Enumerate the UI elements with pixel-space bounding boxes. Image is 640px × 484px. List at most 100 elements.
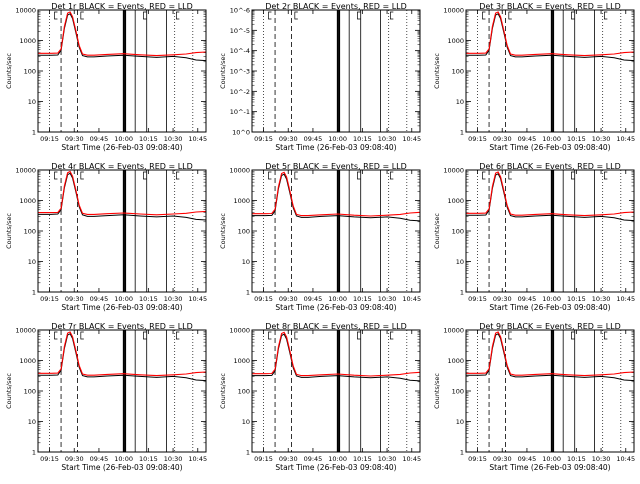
y-tick-label: 10^-2	[230, 88, 250, 96]
x-tick-label: 09:15	[40, 295, 59, 303]
x-tick-label: 10:00	[328, 455, 347, 463]
panel-det-7r: Det 7r BLACK = Events, RED = LLD Counts/s…	[5, 322, 207, 472]
y-tick-label: 1	[32, 289, 36, 297]
y-tick-label: 10	[28, 418, 36, 426]
marker-bracket	[176, 11, 180, 20]
y-tick-label: 1	[460, 129, 464, 137]
x-tick-label: 09:30	[279, 135, 298, 143]
x-tick-label: 10:00	[328, 295, 347, 303]
x-tick-label: 10:45	[616, 295, 635, 303]
marker-bracket	[294, 11, 298, 20]
x-tick-label: 10:30	[164, 295, 183, 303]
x-tick-label: 10:00	[114, 135, 133, 143]
x-tick-label: 09:45	[518, 135, 537, 143]
y-tick-label: 100	[452, 388, 464, 396]
x-axis-label: Start Time (26-Feb-03 09:08:40)	[61, 143, 182, 152]
y-tick-label: 100	[452, 228, 464, 236]
panel-title: Det 9r BLACK = Events, RED = LLD	[479, 322, 621, 331]
panel-title: Det 3r BLACK = Events, RED = LLD	[479, 2, 621, 11]
x-tick-label: 10:45	[188, 295, 207, 303]
x-tick-label: 09:45	[304, 295, 323, 303]
x-tick-label: 10:30	[164, 455, 183, 463]
marker-bracket	[390, 11, 394, 20]
y-tick-label: 10^-3	[230, 68, 250, 76]
marker-bracket	[54, 331, 58, 340]
x-tick-label: 10:45	[188, 135, 207, 143]
marker-bracket	[268, 11, 272, 20]
y-tick-label: 100	[24, 388, 36, 396]
y-tick-label: 10	[456, 258, 464, 266]
y-axis-label: Counts/sec	[219, 53, 227, 89]
plot-frame	[251, 329, 421, 453]
x-axis-label: Start Time (26-Feb-03 09:08:40)	[61, 303, 182, 312]
plot-frame	[465, 169, 635, 293]
x-tick-label: 10:45	[616, 455, 635, 463]
y-tick-label: 100	[452, 68, 464, 76]
panel-title: Det 6r BLACK = Events, RED = LLD	[479, 162, 621, 171]
y-tick-label: 10000	[229, 327, 250, 335]
y-tick-label: 1	[460, 289, 464, 297]
x-tick-label: 09:30	[493, 455, 512, 463]
marker-bracket	[80, 11, 84, 20]
x-axis-label: Start Time (26-Feb-03 09:08:40)	[489, 143, 610, 152]
x-tick-label: 10:45	[188, 455, 207, 463]
marker-bracket	[604, 11, 608, 20]
y-tick-label: 100	[24, 228, 36, 236]
marker-bracket	[508, 171, 512, 180]
y-tick-label: 10	[456, 418, 464, 426]
y-tick-label: 10000	[15, 7, 36, 15]
y-tick-label: 100	[238, 388, 250, 396]
marker-bracket	[390, 331, 394, 340]
y-tick-label: 10000	[443, 167, 464, 175]
y-tick-label: 10000	[15, 327, 36, 335]
y-tick-label: 1000	[19, 37, 36, 45]
x-tick-label: 10:30	[378, 135, 397, 143]
x-tick-label: 10:45	[616, 135, 635, 143]
y-tick-label: 1	[460, 449, 464, 457]
marker-bracket	[176, 331, 180, 340]
x-tick-label: 10:45	[402, 295, 421, 303]
marker-bracket	[571, 331, 575, 340]
marker-bracket	[357, 171, 361, 180]
marker-bracket	[357, 11, 361, 20]
marker-bracket	[54, 171, 58, 180]
x-tick-label: 09:30	[493, 295, 512, 303]
y-tick-label: 1	[246, 449, 250, 457]
x-tick-label: 09:30	[65, 135, 84, 143]
x-tick-label: 10:15	[567, 455, 586, 463]
panel-det-1r: Det 1r BLACK = Events, RED = LLD Counts/s…	[5, 2, 207, 152]
panel-title: Det 1r BLACK = Events, RED = LLD	[51, 2, 193, 11]
y-tick-label: 10	[242, 258, 250, 266]
y-tick-label: 1	[246, 289, 250, 297]
y-tick-label: 1000	[19, 197, 36, 205]
series-lld-line	[38, 170, 207, 216]
y-tick-label: 10^-4	[230, 47, 250, 55]
y-axis-label: Counts/sec	[219, 373, 227, 409]
marker-bracket	[604, 331, 608, 340]
x-tick-label: 10:15	[567, 135, 586, 143]
marker-bracket	[143, 171, 147, 180]
series-lld-line	[466, 331, 635, 377]
panel-det-8r: Det 8r BLACK = Events, RED = LLD Counts/s…	[219, 322, 421, 472]
marker-bracket	[508, 331, 512, 340]
y-tick-label: 10^0	[232, 129, 250, 137]
series-lld-line	[38, 331, 207, 377]
y-tick-label: 10	[28, 258, 36, 266]
plot-frame	[37, 329, 207, 453]
x-tick-label: 10:45	[402, 455, 421, 463]
x-tick-label: 10:00	[542, 295, 561, 303]
marker-bracket	[357, 331, 361, 340]
y-tick-label: 10	[28, 98, 36, 106]
marker-bracket	[508, 11, 512, 20]
x-tick-label: 09:45	[518, 295, 537, 303]
series-lld-line	[38, 11, 207, 57]
marker-bracket	[80, 331, 84, 340]
x-tick-label: 10:15	[353, 295, 372, 303]
x-tick-label: 09:45	[304, 455, 323, 463]
panel-det-9r: Det 9r BLACK = Events, RED = LLD Counts/s…	[433, 322, 635, 472]
y-axis-label: Counts/sec	[433, 373, 441, 409]
plot-frame	[37, 169, 207, 293]
x-axis-label: Start Time (26-Feb-03 09:08:40)	[275, 143, 396, 152]
y-tick-label: 1000	[19, 357, 36, 365]
